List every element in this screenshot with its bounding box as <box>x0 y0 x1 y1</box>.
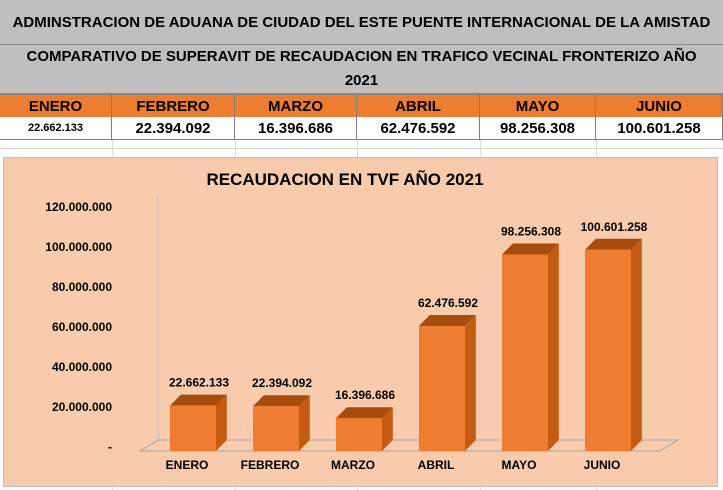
data-label: 22.662.133 <box>169 376 229 390</box>
y-tick-label: - <box>108 440 112 454</box>
bar-side <box>382 407 393 451</box>
x-tick-label: ENERO <box>166 458 209 472</box>
y-tick-label: 120.000.000 <box>45 200 112 214</box>
sheet-title: ADMINSTRACION DE ADUANA DE CIUDAD DEL ES… <box>0 0 723 45</box>
bar <box>585 249 631 451</box>
bar-top <box>502 243 559 255</box>
bar-side <box>548 243 559 451</box>
bar-side <box>299 395 310 451</box>
month-cell-mayo[interactable]: MAYO <box>480 95 596 117</box>
sheet-gridline <box>0 148 723 149</box>
y-tick-label: 80.000.000 <box>52 280 112 294</box>
value-cell-mayo[interactable]: 98.256.308 <box>480 117 596 139</box>
y-tick-label: 40.000.000 <box>52 360 112 374</box>
y-tick-label: 60.000.000 <box>52 320 112 334</box>
bar <box>502 254 548 451</box>
sheet-title-text: ADMINSTRACION DE ADUANA DE CIUDAD DEL ES… <box>12 13 711 31</box>
x-tick-label: JUNIO <box>584 458 621 472</box>
chart-floor <box>138 439 680 452</box>
month-cell-abril[interactable]: ABRIL <box>357 95 480 117</box>
data-label: 98.256.308 <box>501 224 561 238</box>
month-cell-junio[interactable]: JUNIO <box>596 95 723 117</box>
bar <box>419 326 465 451</box>
bar <box>253 406 299 451</box>
bar-side <box>216 394 227 451</box>
value-cell-abril[interactable]: 62.476.592 <box>357 117 480 139</box>
bar-side <box>631 238 642 451</box>
value-cell-marzo[interactable]: 16.396.686 <box>235 117 357 139</box>
bar <box>336 418 382 451</box>
x-tick-label: FEBRERO <box>241 458 300 472</box>
sheet-subtitle-line1: COMPARATIVO DE SUPERAVIT DE RECAUDACION … <box>26 48 697 65</box>
data-label: 100.601.258 <box>581 220 648 234</box>
x-tick-label: MARZO <box>331 458 375 472</box>
month-cell-febrero[interactable]: FEBRERO <box>112 95 235 117</box>
month-cell-marzo[interactable]: MARZO <box>235 95 357 117</box>
sheet-subtitle-line2: 2021 <box>344 72 379 89</box>
data-label: 16.396.686 <box>335 388 395 402</box>
bar-top <box>170 394 227 406</box>
month-cell-enero[interactable]: ENERO <box>0 95 112 117</box>
bar-top <box>419 315 476 327</box>
y-tick-label: 100.000.000 <box>45 240 112 254</box>
value-cell-enero[interactable]: 22.662.133 <box>0 117 112 139</box>
bar-top <box>585 238 642 250</box>
data-label: 62.476.592 <box>418 296 478 310</box>
sheet-subtitle: COMPARATIVO DE SUPERAVIT DE RECAUDACION … <box>0 45 723 94</box>
chart-plot: - 20.000.000 40.000.000 60.000.000 80.000.00… <box>45 196 680 472</box>
bar-top <box>253 395 310 407</box>
x-tick-label: ABRIL <box>418 458 455 472</box>
data-label: 22.394.092 <box>252 376 312 390</box>
value-cell-febrero[interactable]: 22.394.092 <box>112 117 235 139</box>
y-tick-label: 20.000.000 <box>52 400 112 414</box>
value-row: 22.662.133 22.394.092 16.396.686 62.476.… <box>0 117 723 140</box>
month-header-row: ENERO FEBRERO MARZO ABRIL MAYO JUNIO <box>0 94 723 118</box>
bar <box>170 405 216 451</box>
x-tick-label: MAYO <box>502 458 537 472</box>
bar-side <box>465 315 476 451</box>
bar-top <box>336 407 393 419</box>
value-cell-junio[interactable]: 100.601.258 <box>596 117 723 139</box>
chart-title: RECAUDACION EN TVF AÑO 2021 <box>206 170 484 189</box>
